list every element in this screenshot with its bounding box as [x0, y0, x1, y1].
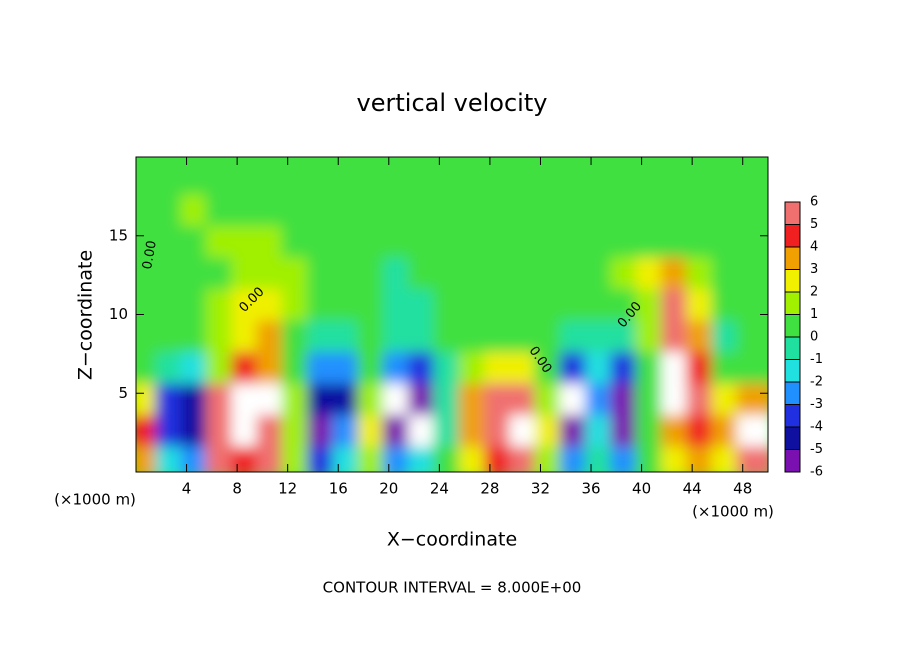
colorbar-tick-label: 6 [810, 195, 818, 210]
colorbar-tick-label: -3 [810, 397, 823, 412]
colorbar-tick-label: -6 [810, 465, 823, 480]
contour-label: 0.00 [140, 239, 160, 270]
colorbar-tick-label: 5 [810, 217, 818, 232]
colorbar-tick-label: 4 [810, 240, 818, 255]
colorbar-band [785, 224, 800, 247]
x-tick-label: 24 [430, 480, 449, 498]
x-tick-label: 32 [531, 480, 550, 498]
field [136, 157, 768, 472]
colorbar-tick-label: 2 [810, 285, 818, 300]
chart-title: vertical velocity [357, 89, 548, 117]
footer: CONTOUR INTERVAL = 8.000E+00 [323, 579, 582, 597]
cells [136, 157, 768, 472]
colorbar-tick-label: 3 [810, 262, 818, 277]
colorbar-band [785, 314, 800, 337]
y-axis-label: Z−coordinate [75, 250, 97, 380]
x-tick-label: 44 [683, 480, 702, 498]
y-tick-label: 15 [109, 226, 128, 244]
x-tick-label: 16 [329, 480, 348, 498]
colorbar-band [785, 202, 800, 225]
x-tick-label: 48 [733, 480, 752, 498]
colorbar-band [785, 269, 800, 292]
colorbar-band [785, 449, 800, 472]
x-axis-label: X−coordinate [387, 529, 517, 551]
x-tick-label: 8 [232, 480, 242, 498]
colorbar-band [785, 337, 800, 360]
colorbar-band [785, 427, 800, 450]
y-unit-label: (×1000 m) [54, 491, 136, 509]
colorbar-band [785, 247, 800, 270]
y-tick-label: 10 [109, 305, 128, 323]
x-tick-label: 4 [182, 480, 192, 498]
y-tick-label: 5 [118, 384, 128, 402]
colorbar-band [785, 292, 800, 315]
colorbar-band [785, 404, 800, 427]
x-tick-label: 12 [278, 480, 297, 498]
x-tick-label: 36 [581, 480, 600, 498]
colorbar-tick-label: 0 [810, 330, 818, 345]
cell [736, 157, 768, 195]
colorbar-tick-label: -4 [810, 420, 823, 435]
colorbar-band [785, 382, 800, 405]
colorbar-tick-label: -1 [810, 352, 823, 367]
colorbar-tick-label: -2 [810, 375, 823, 390]
x-tick-label: 40 [632, 480, 651, 498]
colorbar-tick-label: 1 [810, 307, 818, 322]
x-tick-label: 28 [480, 480, 499, 498]
colorbar-band [785, 359, 800, 382]
x-unit-label: (×1000 m) [692, 503, 774, 521]
colorbar-tick-label: -5 [810, 442, 823, 457]
x-tick-label: 20 [379, 480, 398, 498]
